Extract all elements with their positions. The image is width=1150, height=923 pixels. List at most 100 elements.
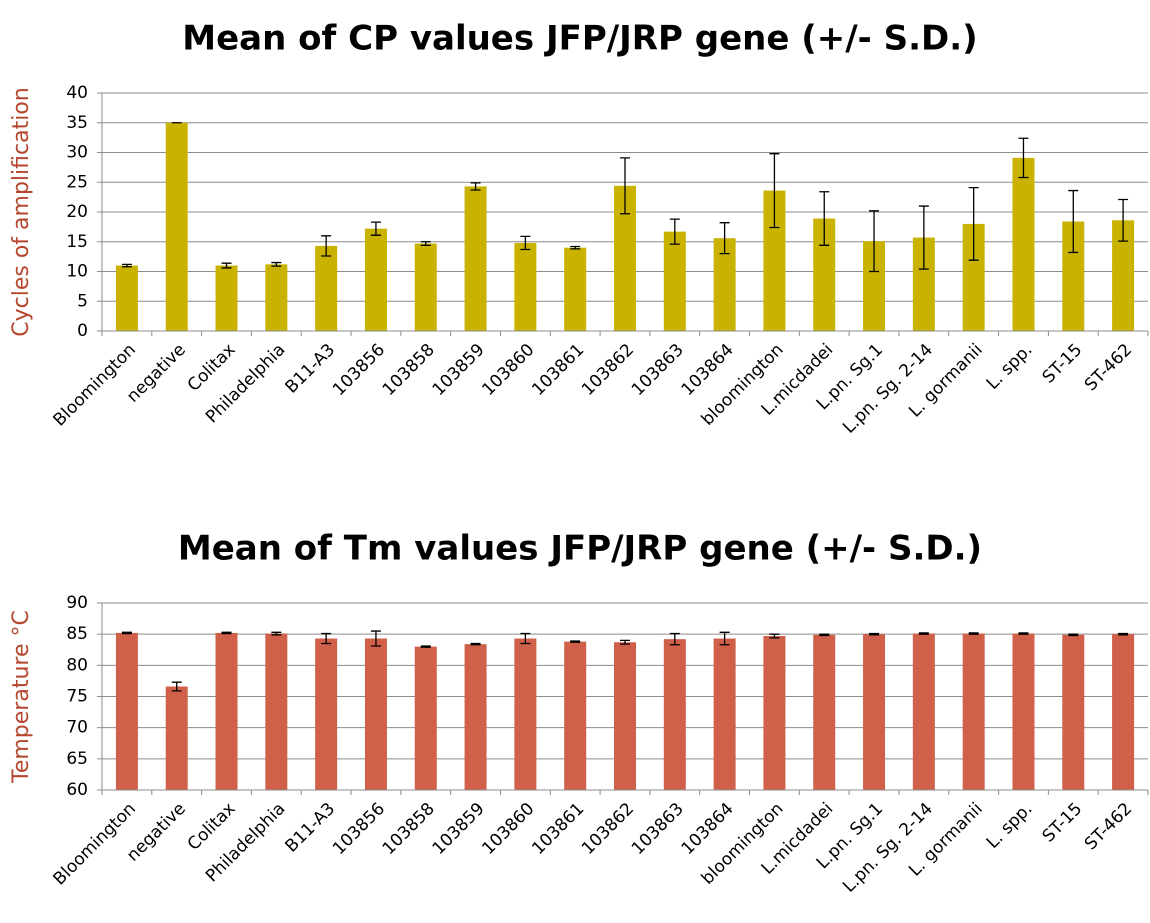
error-bar bbox=[669, 218, 680, 245]
bar bbox=[962, 633, 985, 790]
bar bbox=[912, 633, 935, 790]
error-bar bbox=[968, 632, 979, 635]
y-tick-label: 35 bbox=[66, 113, 88, 133]
x-tick-label: 103860 bbox=[478, 340, 538, 400]
error-bar bbox=[1118, 198, 1129, 242]
bar bbox=[663, 639, 686, 790]
bar bbox=[863, 241, 886, 331]
bar bbox=[464, 186, 487, 331]
bar bbox=[265, 633, 288, 790]
x-tick-label: 103860 bbox=[478, 799, 538, 859]
y-tick-label: 30 bbox=[66, 143, 88, 163]
bar bbox=[564, 641, 587, 790]
error-bar bbox=[121, 631, 132, 635]
error-bar bbox=[620, 157, 630, 215]
bar bbox=[912, 237, 935, 331]
y-tick-label: 70 bbox=[66, 718, 88, 738]
error-bar bbox=[470, 182, 481, 191]
bar bbox=[813, 218, 836, 331]
chart-title: Mean of CP values JFP/JRP gene (+/- S.D.… bbox=[182, 19, 977, 59]
x-tick-label: L.pn. Sg. 2-14 bbox=[839, 799, 937, 897]
bar bbox=[165, 122, 188, 331]
bar bbox=[115, 632, 138, 790]
bar bbox=[265, 264, 288, 331]
bar bbox=[1112, 220, 1135, 331]
bar bbox=[215, 632, 238, 790]
error-bar bbox=[171, 681, 182, 692]
y-tick-label: 20 bbox=[66, 202, 88, 222]
bar bbox=[813, 634, 836, 790]
y-tick-label: 90 bbox=[66, 593, 88, 613]
error-bar bbox=[121, 263, 132, 268]
error-bar bbox=[570, 245, 581, 250]
bar bbox=[1062, 634, 1085, 790]
error-bar bbox=[420, 241, 431, 246]
error-bar bbox=[819, 633, 830, 637]
error-bar bbox=[769, 153, 780, 229]
x-tick-label: L. spp. bbox=[983, 340, 1037, 394]
bar bbox=[663, 231, 686, 331]
error-bar bbox=[370, 630, 381, 647]
x-tick-label: 103856 bbox=[329, 340, 389, 400]
error-bar bbox=[869, 632, 880, 636]
x-tick-label: L.pn. Sg. 2-14 bbox=[839, 340, 937, 438]
y-tick-label: 75 bbox=[66, 687, 88, 707]
x-tick-label: 103856 bbox=[329, 799, 389, 859]
error-bar bbox=[221, 631, 232, 635]
bar bbox=[763, 636, 786, 790]
error-bar bbox=[918, 205, 929, 270]
error-bar bbox=[669, 632, 680, 646]
error-bar bbox=[719, 631, 730, 646]
error-bar bbox=[520, 632, 531, 645]
bar bbox=[1112, 634, 1135, 790]
bar bbox=[863, 634, 886, 790]
x-tick-label: 103859 bbox=[429, 340, 489, 400]
bar bbox=[713, 638, 736, 790]
bar bbox=[1012, 157, 1035, 331]
y-tick-label: 25 bbox=[66, 172, 88, 192]
error-bar bbox=[620, 639, 630, 645]
error-bar bbox=[221, 262, 232, 269]
error-bar bbox=[321, 632, 332, 645]
error-bar bbox=[1118, 632, 1129, 636]
bar bbox=[315, 245, 338, 331]
bar bbox=[763, 190, 786, 331]
bar bbox=[315, 638, 338, 790]
error-bar bbox=[1068, 189, 1079, 254]
bar bbox=[1062, 221, 1085, 331]
x-tick-label: ST-462 bbox=[1081, 340, 1136, 395]
bar bbox=[115, 265, 138, 331]
x-tick-label: 103858 bbox=[379, 799, 439, 859]
y-tick-label: 65 bbox=[66, 749, 88, 769]
error-bar bbox=[918, 632, 929, 635]
error-bar bbox=[1068, 633, 1079, 637]
y-tick-label: 15 bbox=[66, 232, 88, 252]
error-bar bbox=[819, 191, 830, 246]
y-tick-label: 85 bbox=[66, 624, 88, 644]
bar bbox=[1012, 633, 1035, 790]
x-tick-label: 103859 bbox=[429, 799, 489, 859]
bar bbox=[464, 644, 487, 790]
bar bbox=[962, 223, 985, 331]
error-bar bbox=[1018, 632, 1029, 635]
y-tick-label: 10 bbox=[66, 262, 88, 282]
error-bar bbox=[570, 640, 581, 643]
x-tick-label: B11-A3 bbox=[282, 340, 340, 398]
error-bar bbox=[520, 235, 531, 251]
x-tick-label: 103861 bbox=[528, 799, 588, 859]
y-tick-label: 60 bbox=[66, 780, 88, 800]
x-tick-label: 103863 bbox=[628, 340, 688, 400]
y-tick-label: 5 bbox=[77, 291, 88, 311]
bar bbox=[614, 642, 636, 790]
chart-title: Mean of Tm values JFP/JRP gene (+/- S.D.… bbox=[178, 529, 982, 569]
bar bbox=[564, 247, 587, 331]
bar bbox=[713, 238, 736, 331]
x-tick-label: 103861 bbox=[528, 340, 588, 400]
x-tick-label: B11-A3 bbox=[282, 799, 340, 857]
error-bar bbox=[470, 642, 481, 646]
bar bbox=[165, 686, 188, 790]
y-axis-label: Cycles of amplification bbox=[9, 87, 34, 336]
x-tick-label: L. spp. bbox=[983, 799, 1037, 853]
x-tick-label: ST-15 bbox=[1039, 799, 1087, 847]
x-tick-label: 103862 bbox=[578, 799, 638, 859]
